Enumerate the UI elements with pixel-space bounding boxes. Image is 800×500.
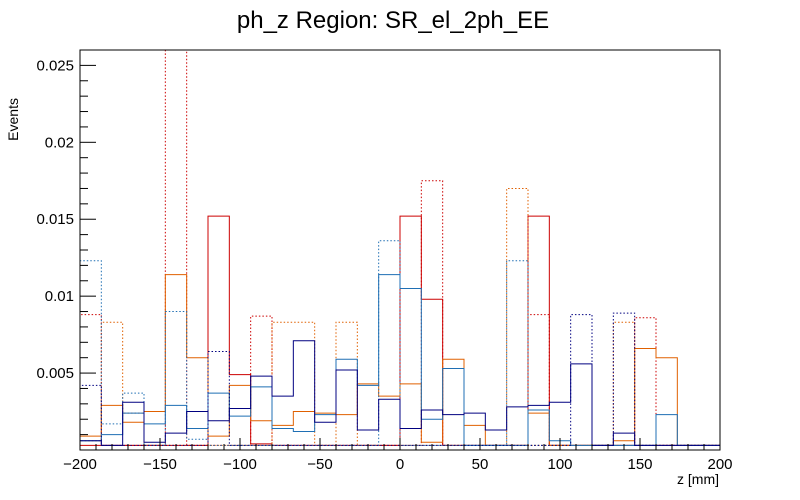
x-tick-label: 150 bbox=[627, 456, 652, 473]
x-axis-label: z [mm] bbox=[677, 471, 719, 487]
x-tick-label: −50 bbox=[307, 456, 332, 473]
x-tick-label: −200 bbox=[63, 456, 97, 473]
x-tick-label: −150 bbox=[143, 456, 177, 473]
series-layer bbox=[79, 49, 721, 450]
y-axis-label: Events bbox=[5, 98, 21, 141]
x-tick-label: −100 bbox=[223, 456, 257, 473]
y-tick-label: 0.015 bbox=[36, 211, 74, 228]
y-tick-label: 0.005 bbox=[36, 365, 74, 382]
y-tick-label: 0.02 bbox=[45, 134, 74, 151]
chart-title: ph_z Region: SR_el_2ph_EE bbox=[237, 7, 549, 34]
x-tick-label: 0 bbox=[396, 456, 404, 473]
histogram-series-4 bbox=[79, 274, 721, 450]
y-tick-label: 0.025 bbox=[36, 57, 74, 74]
x-tick-label: 50 bbox=[472, 456, 489, 473]
y-tick-label: 0.01 bbox=[45, 288, 74, 305]
y-axis-ticks: 0.005 0.01 0.015 0.02 0.025 bbox=[36, 49, 96, 436]
x-tick-label: 100 bbox=[547, 456, 572, 473]
x-axis-ticks: −200 −150 −100 −50 0 50 100 150 200 bbox=[63, 438, 733, 473]
histogram-series-5 bbox=[79, 240, 721, 450]
histogram-series-6 bbox=[79, 340, 721, 450]
x-tick-label: 200 bbox=[707, 456, 732, 473]
